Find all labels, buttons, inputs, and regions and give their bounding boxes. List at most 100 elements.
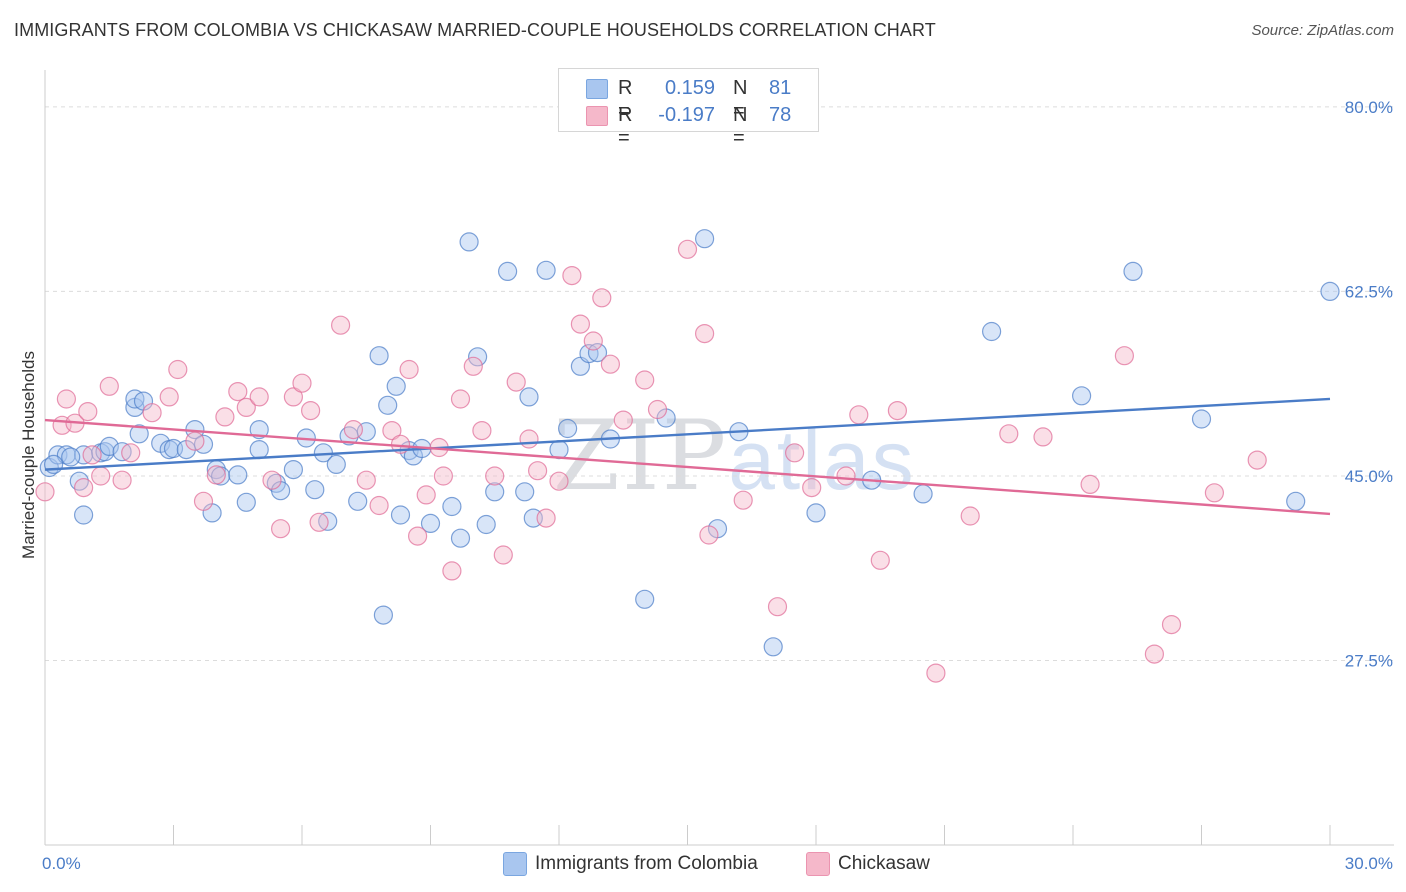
point-chickasaw-38 (442, 561, 462, 581)
point-colombia-8 (99, 436, 119, 456)
point-chickasaw-34 (408, 526, 428, 546)
point-chickasaw-14 (185, 431, 205, 451)
point-colombia-57 (536, 260, 556, 280)
point-chickasaw-71 (1033, 427, 1053, 447)
point-chickasaw-72 (1080, 474, 1100, 494)
point-chickasaw-7 (91, 466, 111, 486)
point-colombia-39 (373, 605, 393, 625)
watermark-zip: ZIP (553, 400, 729, 512)
point-colombia-24 (236, 492, 256, 512)
point-chickasaw-43 (493, 545, 513, 565)
point-colombia-70 (806, 503, 826, 523)
point-chickasaw-25 (301, 401, 321, 421)
point-chickasaw-19 (236, 397, 256, 417)
axes (44, 70, 1394, 846)
point-chickasaw-22 (271, 519, 291, 539)
point-colombia-5 (73, 505, 94, 525)
point-chickasaw-46 (527, 461, 548, 481)
legend-n-label: N = (733, 104, 748, 149)
point-chickasaw-57 (677, 239, 698, 259)
x-tick-label-1: 30.0% (1345, 854, 1393, 873)
point-colombia-36 (348, 491, 368, 511)
point-colombia-46 (420, 513, 441, 534)
point-chickasaw-45 (519, 429, 539, 449)
x-tick-label-0: 0.0% (42, 854, 81, 873)
point-chickasaw-40 (463, 356, 483, 376)
trend-line-colombia (44, 397, 1331, 471)
legend-swatch-chickasaw (586, 106, 608, 126)
legend-n-label: N = (733, 77, 748, 122)
point-chickasaw-63 (802, 478, 822, 498)
point-colombia-34 (326, 454, 346, 474)
point-chickasaw-30 (369, 495, 389, 516)
point-chickasaw-27 (331, 315, 351, 335)
point-chickasaw-29 (356, 470, 376, 490)
point-colombia-38 (369, 346, 389, 366)
point-colombia-50 (468, 347, 488, 367)
point-chickasaw-48 (549, 471, 569, 491)
point-chickasaw-76 (1204, 483, 1225, 503)
y-tick-label-1: 45.0% (1345, 467, 1393, 486)
point-colombia-73 (981, 321, 1002, 342)
point-colombia-48 (450, 528, 471, 548)
point-chickasaw-12 (159, 387, 179, 407)
point-chickasaw-65 (849, 405, 869, 425)
point-chickasaw-17 (215, 407, 235, 427)
point-chickasaw-55 (635, 370, 655, 390)
bottom-legend-swatch-chickasaw (806, 852, 830, 876)
point-chickasaw-37 (433, 466, 453, 486)
point-chickasaw-2 (56, 389, 77, 409)
point-colombia-53 (498, 261, 518, 281)
point-colombia-42 (390, 505, 411, 525)
stats-legend: R = 0.159 N = 81 R = -0.197 N = 78 (558, 68, 819, 149)
legend-n-value: 81 (769, 77, 792, 99)
trend-line-chickasaw (44, 418, 1331, 516)
point-chickasaw-68 (926, 663, 946, 683)
point-chickasaw-53 (600, 354, 621, 374)
point-chickasaw-52 (592, 288, 612, 308)
point-chickasaw-6 (82, 445, 102, 465)
y-tick-label-3: 80.0% (1345, 98, 1393, 117)
point-chickasaw-20 (249, 387, 269, 407)
point-chickasaw-39 (450, 389, 471, 409)
point-chickasaw-74 (1144, 644, 1165, 664)
point-colombia-52 (485, 482, 505, 502)
point-colombia-74 (1071, 386, 1092, 406)
legend-r-value: 0.159 (664, 77, 715, 99)
watermark-atlas: atlas (728, 413, 916, 507)
point-colombia-58 (549, 440, 569, 460)
point-chickasaw-9 (112, 470, 132, 490)
point-chickasaw-62 (784, 443, 805, 463)
point-chickasaw-67 (887, 401, 908, 421)
point-chickasaw-31 (382, 421, 402, 441)
legend-r-label: R = (618, 77, 633, 122)
point-colombia-72 (913, 484, 933, 504)
point-chickasaw-4 (73, 478, 94, 498)
point-chickasaw-41 (472, 421, 492, 441)
point-colombia-23 (228, 465, 248, 485)
point-chickasaw-70 (999, 424, 1019, 444)
point-chickasaw-8 (99, 376, 119, 396)
point-chickasaw-50 (570, 314, 591, 334)
point-colombia-49 (459, 232, 479, 252)
point-chickasaw-0 (35, 482, 55, 502)
point-chickasaw-75 (1161, 614, 1182, 635)
point-chickasaw-23 (283, 387, 303, 407)
point-colombia-75 (1123, 261, 1143, 281)
point-chickasaw-61 (767, 597, 788, 617)
point-chickasaw-60 (733, 490, 753, 510)
point-colombia-77 (1286, 491, 1306, 511)
source-credit: Source: ZipAtlas.com (1251, 22, 1394, 39)
point-chickasaw-59 (699, 525, 719, 545)
point-chickasaw-21 (262, 470, 282, 490)
point-chickasaw-10 (121, 443, 141, 463)
y-tick-label-0: 27.5% (1345, 651, 1393, 670)
point-colombia-41 (386, 376, 406, 396)
point-colombia-26 (249, 440, 269, 460)
point-chickasaw-51 (583, 331, 603, 351)
point-chickasaw-44 (506, 372, 526, 392)
point-colombia-76 (1191, 409, 1212, 429)
point-chickasaw-66 (870, 550, 890, 570)
chart-title: IMMIGRANTS FROM COLOMBIA VS CHICKASAW MA… (14, 20, 936, 40)
